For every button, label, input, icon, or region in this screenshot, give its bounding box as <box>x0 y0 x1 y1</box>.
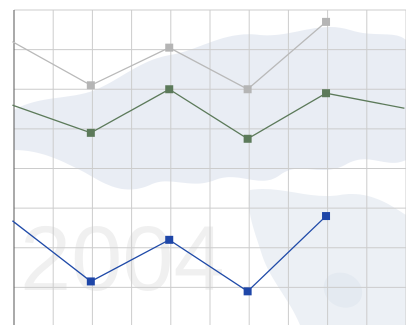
series-line-2 <box>12 88 405 140</box>
data-point-marker <box>165 85 174 94</box>
data-point-marker <box>86 81 95 90</box>
data-point-marker <box>322 89 331 98</box>
year-watermark: 2004 <box>20 208 225 310</box>
data-point-marker <box>165 235 174 244</box>
data-point-marker <box>322 17 331 26</box>
data-point-marker <box>86 128 95 137</box>
data-point-marker <box>86 277 95 286</box>
data-point-marker <box>243 85 252 94</box>
data-point-marker <box>165 43 174 52</box>
data-point-marker <box>243 134 252 143</box>
map-shape-island <box>323 272 363 308</box>
data-point-marker <box>322 212 331 221</box>
grid-lines <box>14 9 406 325</box>
data-point-marker <box>243 287 252 296</box>
series-markers <box>86 17 331 296</box>
